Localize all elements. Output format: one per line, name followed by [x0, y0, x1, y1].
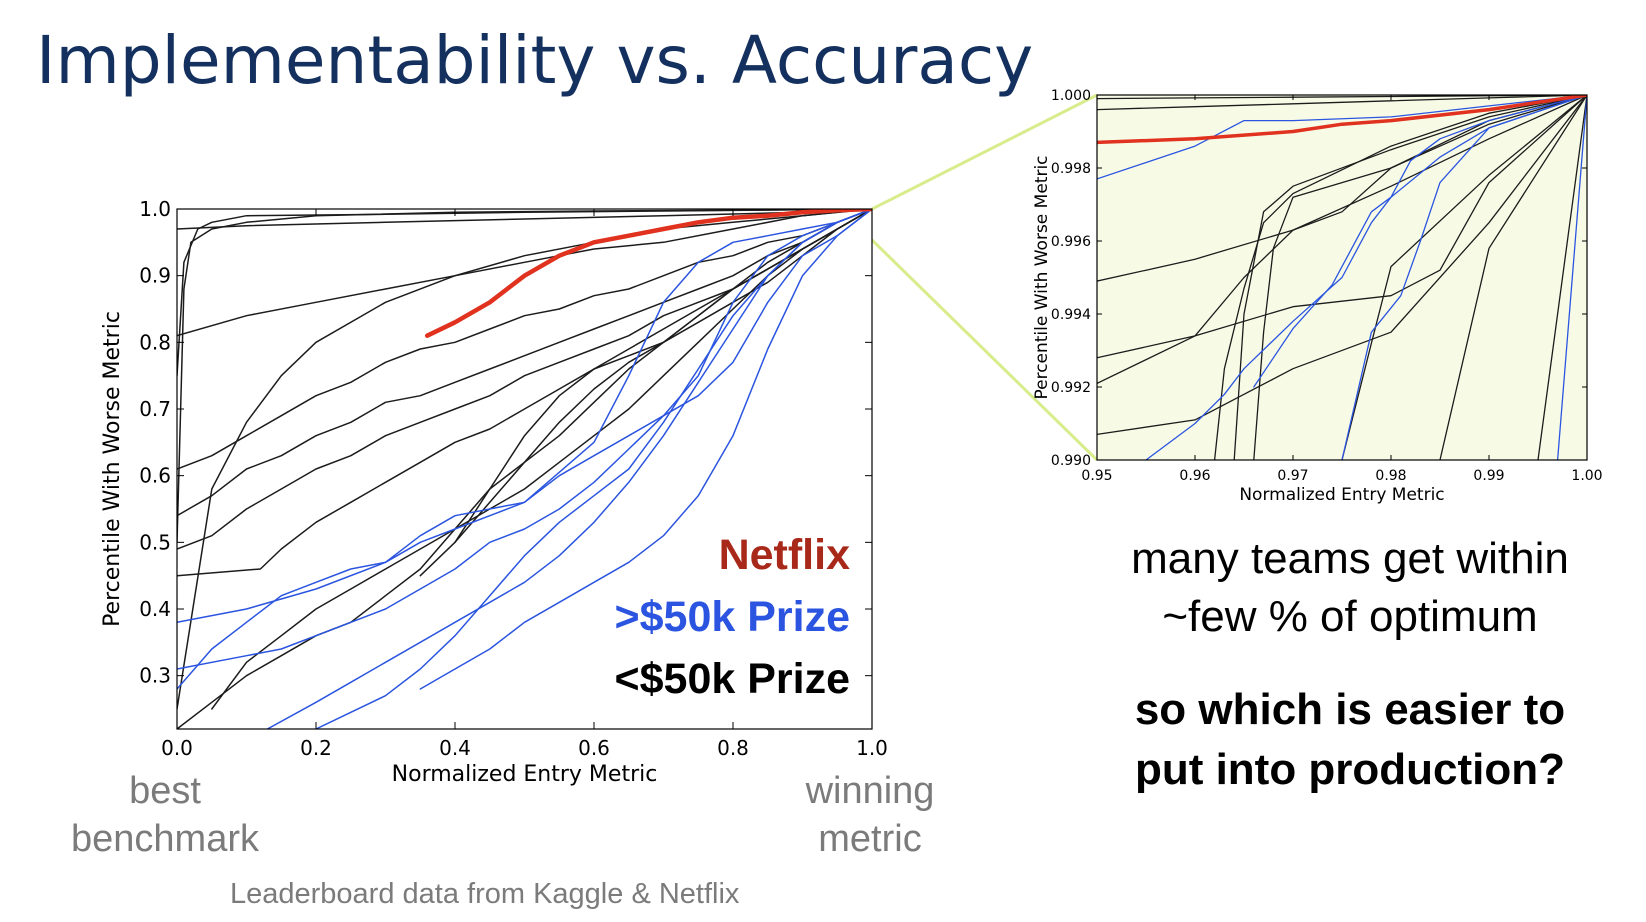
x-tick-label: 1.0: [856, 736, 888, 760]
small-prize-series-line: [177, 209, 872, 470]
legend: Netflix >$50k Prize <$50k Prize: [615, 531, 851, 703]
y-tick-label: 0.5: [139, 530, 171, 554]
y-tick-label: 0.994: [1051, 307, 1091, 323]
small-prize-series-line: [1213, 95, 1587, 460]
big-prize-series-line: [177, 209, 872, 624]
small-prize-series-line: [454, 209, 872, 544]
x-tick-label: 0.98: [1375, 468, 1406, 484]
plot-area: [177, 209, 872, 729]
teams-message: many teams get within ~few % of optimum: [1131, 534, 1569, 641]
big-prize-series-line: [177, 209, 872, 690]
y-tick-label: 0.996: [1051, 234, 1091, 250]
big-prize-series-line: [1145, 95, 1587, 460]
plot-frame: [1096, 94, 1588, 461]
y-tick-label: 0.8: [139, 330, 171, 354]
y-axis-label: Percentile With Worse Metric: [100, 311, 125, 627]
x-tick-label: 0.4: [439, 736, 471, 760]
netflix-series-line: [424, 209, 872, 338]
x-tick-label: 0.97: [1277, 468, 1308, 484]
big-prize-series-line: [315, 209, 872, 729]
big-prize-series-line: [1341, 95, 1587, 460]
y-tick-label: 0.3: [139, 664, 171, 688]
small-prize-series-line: [1341, 95, 1587, 460]
x-tick-label: 0.95: [1081, 468, 1112, 484]
netflix-series-line: [1097, 95, 1587, 145]
small-prize-series-line: [177, 209, 872, 710]
source-caption: Leaderboard data from Kaggle & Netflix: [230, 878, 740, 910]
small-prize-series-line: [177, 209, 872, 517]
y-axis-label: Percentile With Worse Metric: [1032, 155, 1052, 399]
legend-entry: >$50k Prize: [615, 593, 851, 641]
big-prize-series-line: [419, 209, 872, 690]
x-tick-label: 0.6: [578, 736, 610, 760]
y-tick-label: 0.6: [139, 464, 171, 488]
main-chart: 0.0 0.2 0.4 0.6 0.8 1.0 0.3 0.4 0.5 0.6 0.7 0.8 0.9 1…: [100, 197, 888, 787]
plot-frame: [176, 208, 873, 730]
x-tick-label: 0.0: [161, 736, 193, 760]
x-tick-label: 0.8: [717, 736, 749, 760]
zoom-connector: [843, 93, 1099, 462]
zoom-chart: 0.95 0.96 0.97 0.98 0.99 1.00 0.990 0.992 0.994 0…: [1032, 88, 1603, 505]
y-tick-label: 0.9: [139, 264, 171, 288]
big-prize-series-line: [177, 209, 872, 670]
x-tick-label: 0.99: [1473, 468, 1504, 484]
best-benchmark-note: best benchmark: [71, 770, 259, 860]
y-tick-label: 1.0: [139, 197, 171, 221]
legend-entry: Netflix: [719, 531, 851, 579]
y-tick-label: 0.7: [139, 397, 171, 421]
x-tick-label: 1.00: [1571, 468, 1602, 484]
slide-title: Implementability vs. Accuracy: [36, 22, 1034, 99]
x-axis-label: Normalized Entry Metric: [392, 762, 658, 787]
y-tick-label: 1.000: [1051, 88, 1091, 104]
x-axis-label: Normalized Entry Metric: [1239, 485, 1444, 505]
small-prize-series-line: [1537, 95, 1587, 460]
small-prize-series-line: [1097, 95, 1587, 111]
small-prize-series-line: [1097, 95, 1587, 385]
small-prize-series-line: [1253, 95, 1587, 460]
big-prize-series-line: [1556, 95, 1587, 460]
y-tick-label: 0.992: [1051, 380, 1091, 396]
series-group: [1097, 95, 1587, 460]
x-tick-label: 0.2: [300, 736, 332, 760]
y-tick-label: 0.998: [1051, 161, 1091, 177]
x-tick-label: 0.96: [1179, 468, 1210, 484]
legend-entry: <$50k Prize: [615, 655, 851, 703]
y-tick-label: 0.990: [1051, 453, 1091, 469]
small-prize-series-line: [1439, 95, 1587, 460]
winning-metric-note: winning metric: [805, 770, 935, 860]
big-prize-series-line: [1253, 95, 1587, 388]
small-prize-series-line: [1097, 95, 1587, 436]
production-question: so which is easier to put into productio…: [1134, 685, 1566, 794]
small-prize-series-line: [177, 209, 872, 337]
small-prize-series-line: [1233, 95, 1587, 460]
y-tick-label: 0.4: [139, 597, 171, 621]
big-prize-series-line: [1097, 95, 1587, 180]
